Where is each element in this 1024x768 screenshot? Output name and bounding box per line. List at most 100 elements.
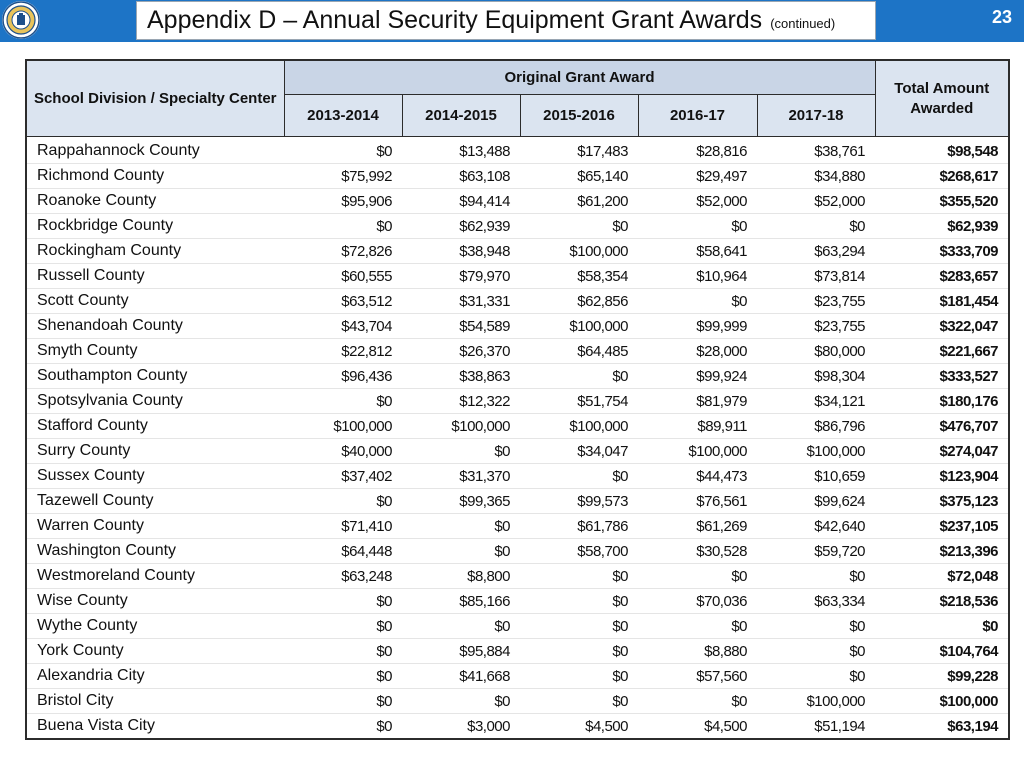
award-amount-cell: $0 xyxy=(520,613,638,639)
award-amount-cell: $51,194 xyxy=(757,713,876,740)
table-row: Westmoreland County $63,248 $8,800 $0 $0 $0 $7… xyxy=(26,563,1010,589)
table-row: Tazewell County $0 $99,365 $99,573 $76,561 $9… xyxy=(26,488,1010,514)
award-amount-cell: $60,555 xyxy=(284,263,402,289)
award-amount-cell: $3,000 xyxy=(402,713,520,740)
table-row: Rockbridge County $0 $62,939 $0 $0 $0 $62,939 xyxy=(26,213,1010,239)
division-name-cell: Warren County xyxy=(26,513,284,539)
award-amount-cell: $62,939 xyxy=(402,213,520,239)
table-row: Richmond County $75,992 $63,108 $65,140 $29,… xyxy=(26,163,1010,189)
table-row: Rockingham County $72,826 $38,948 $100,000 $… xyxy=(26,238,1010,264)
award-amount-cell: $30,528 xyxy=(638,538,757,564)
table-row: Bristol City $0 $0 $0 $0 $100,000 $100,000 xyxy=(26,688,1010,714)
award-amount-cell: $100,000 xyxy=(638,438,757,464)
table-row: Rappahannock County $0 $13,488 $17,483 $28,8… xyxy=(26,136,1010,164)
division-name-cell: Washington County xyxy=(26,538,284,564)
total-amount-cell: $476,707 xyxy=(875,413,1010,439)
award-amount-cell: $63,108 xyxy=(402,163,520,189)
award-amount-cell: $23,755 xyxy=(757,288,876,314)
award-amount-cell: $37,402 xyxy=(284,463,402,489)
column-header-year: 2013-2014 xyxy=(283,94,403,137)
award-amount-cell: $31,331 xyxy=(402,288,520,314)
award-amount-cell: $57,560 xyxy=(638,663,757,689)
page-number: 23 xyxy=(991,7,1012,27)
award-amount-cell: $58,354 xyxy=(520,263,638,289)
award-amount-cell: $63,334 xyxy=(757,588,876,614)
award-amount-cell: $28,000 xyxy=(638,338,757,364)
division-name-cell: York County xyxy=(26,638,284,664)
award-amount-cell: $79,970 xyxy=(402,263,520,289)
award-amount-cell: $59,720 xyxy=(757,538,876,564)
table-row: Southampton County $96,436 $38,863 $0 $99,92… xyxy=(26,363,1010,389)
table-row: Buena Vista City $0 $3,000 $4,500 $4,500 $51,… xyxy=(26,713,1010,740)
award-amount-cell: $0 xyxy=(284,388,402,414)
award-amount-cell: $80,000 xyxy=(757,338,876,364)
table-row: Warren County $71,410 $0 $61,786 $61,269 $42,… xyxy=(26,513,1010,539)
division-name-cell: Bristol City xyxy=(26,688,284,714)
award-amount-cell: $43,704 xyxy=(284,313,402,339)
award-amount-cell: $73,814 xyxy=(757,263,876,289)
column-header-year: 2017-18 xyxy=(756,94,876,137)
header-bar: Appendix D – Annual Security Equipment G… xyxy=(0,0,1024,42)
division-name-cell: Stafford County xyxy=(26,413,284,439)
table-row: Shenandoah County $43,704 $54,589 $100,000 $… xyxy=(26,313,1010,339)
award-amount-cell: $10,659 xyxy=(757,463,876,489)
total-amount-cell: $98,548 xyxy=(875,136,1010,164)
award-amount-cell: $72,826 xyxy=(284,238,402,264)
total-amount-cell: $72,048 xyxy=(875,563,1010,589)
award-amount-cell: $38,863 xyxy=(402,363,520,389)
table-row: Spotsylvania County $0 $12,322 $51,754 $81,9… xyxy=(26,388,1010,414)
total-amount-cell: $333,527 xyxy=(875,363,1010,389)
award-amount-cell: $95,906 xyxy=(284,188,402,214)
total-amount-cell: $375,123 xyxy=(875,488,1010,514)
division-name-cell: Westmoreland County xyxy=(26,563,284,589)
award-amount-cell: $75,992 xyxy=(284,163,402,189)
column-header-total: Total Amount Awarded xyxy=(874,59,1010,137)
award-amount-cell: $100,000 xyxy=(757,688,876,714)
total-amount-cell: $218,536 xyxy=(875,588,1010,614)
award-amount-cell: $0 xyxy=(638,613,757,639)
award-amount-cell: $63,248 xyxy=(284,563,402,589)
award-amount-cell: $0 xyxy=(638,213,757,239)
division-name-cell: Shenandoah County xyxy=(26,313,284,339)
table-row: Washington County $64,448 $0 $58,700 $30,528… xyxy=(26,538,1010,564)
award-amount-cell: $0 xyxy=(402,688,520,714)
award-amount-cell: $31,370 xyxy=(402,463,520,489)
award-amount-cell: $85,166 xyxy=(402,588,520,614)
award-amount-cell: $40,000 xyxy=(284,438,402,464)
total-amount-cell: $104,764 xyxy=(875,638,1010,664)
award-amount-cell: $100,000 xyxy=(284,413,402,439)
award-amount-cell: $0 xyxy=(284,713,402,740)
division-name-cell: Russell County xyxy=(26,263,284,289)
award-amount-cell: $61,200 xyxy=(520,188,638,214)
column-header-year: 2015-2016 xyxy=(519,94,639,137)
division-name-cell: Rappahannock County xyxy=(26,136,284,164)
award-amount-cell: $52,000 xyxy=(757,188,876,214)
award-amount-cell: $64,485 xyxy=(520,338,638,364)
column-header-division: School Division / Specialty Center xyxy=(25,59,285,137)
table-row: Roanoke County $95,906 $94,414 $61,200 $52,0… xyxy=(26,188,1010,214)
award-amount-cell: $58,700 xyxy=(520,538,638,564)
total-amount-cell: $333,709 xyxy=(875,238,1010,264)
award-amount-cell: $0 xyxy=(284,213,402,239)
award-amount-cell: $38,761 xyxy=(757,136,876,164)
total-amount-cell: $181,454 xyxy=(875,288,1010,314)
award-amount-cell: $0 xyxy=(520,638,638,664)
division-name-cell: Buena Vista City xyxy=(26,713,284,740)
total-amount-cell: $237,105 xyxy=(875,513,1010,539)
award-amount-cell: $23,755 xyxy=(757,313,876,339)
division-name-cell: Alexandria City xyxy=(26,663,284,689)
award-amount-cell: $0 xyxy=(638,688,757,714)
award-amount-cell: $100,000 xyxy=(757,438,876,464)
total-amount-cell: $0 xyxy=(875,613,1010,639)
division-name-cell: Rockingham County xyxy=(26,238,284,264)
table-row: Smyth County $22,812 $26,370 $64,485 $28,000… xyxy=(26,338,1010,364)
award-amount-cell: $0 xyxy=(757,613,876,639)
total-amount-cell: $100,000 xyxy=(875,688,1010,714)
division-name-cell: Surry County xyxy=(26,438,284,464)
award-amount-cell: $86,796 xyxy=(757,413,876,439)
award-amount-cell: $8,800 xyxy=(402,563,520,589)
award-amount-cell: $0 xyxy=(284,638,402,664)
award-amount-cell: $0 xyxy=(284,136,402,164)
award-amount-cell: $34,880 xyxy=(757,163,876,189)
award-amount-cell: $81,979 xyxy=(638,388,757,414)
